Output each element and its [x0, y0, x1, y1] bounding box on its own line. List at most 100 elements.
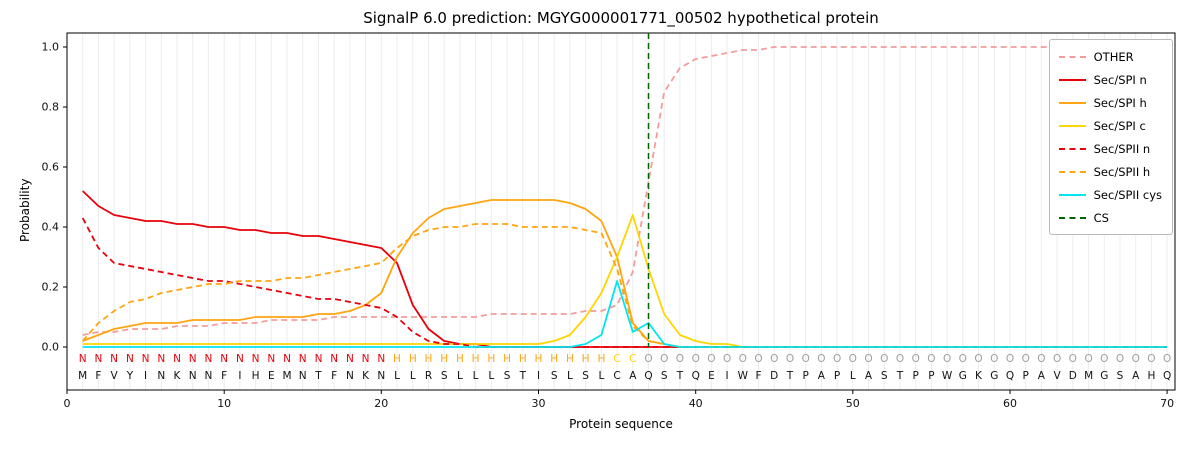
- legend-label: Sec/SPI n: [1093, 72, 1147, 87]
- residue-letter: T: [896, 370, 904, 382]
- residue-letter: F: [331, 370, 337, 382]
- residue-letter: L: [598, 370, 604, 382]
- region-label: O: [1147, 353, 1155, 365]
- legend-label: Sec/SPII h: [1093, 164, 1151, 179]
- legend-item-sec-spii-h: Sec/SPII h: [1058, 160, 1162, 183]
- residue-letter: F: [755, 370, 761, 382]
- residue-letter: D: [770, 370, 778, 382]
- y-tick-label: 1.0: [42, 41, 60, 54]
- y-tick-label: 0.4: [42, 221, 60, 234]
- region-label: N: [236, 353, 244, 365]
- legend-label: Sec/SPII cys: [1093, 187, 1162, 202]
- region-label: H: [503, 353, 511, 365]
- residue-letter: L: [850, 370, 856, 382]
- x-tick-label: 10: [217, 397, 231, 410]
- region-label: O: [1022, 353, 1030, 365]
- legend-label: Sec/SPI h: [1093, 95, 1147, 110]
- region-label: H: [519, 353, 527, 365]
- residue-letter: A: [1038, 370, 1046, 382]
- legend-swatch-cs-line: [1058, 216, 1086, 219]
- residue-letter: T: [786, 370, 794, 382]
- residue-letter: S: [881, 370, 888, 382]
- residue-letter: A: [1132, 370, 1140, 382]
- region-label: H: [597, 353, 605, 365]
- residue-letter: H: [1147, 370, 1155, 382]
- region-label: N: [315, 353, 323, 365]
- region-label: O: [864, 353, 872, 365]
- region-label: O: [833, 353, 841, 365]
- legend-swatch-sec-spi-n-line: [1058, 78, 1086, 81]
- region-label: O: [802, 353, 810, 365]
- region-label: N: [377, 353, 385, 365]
- residue-letter: P: [834, 370, 840, 382]
- region-label: O: [943, 353, 951, 365]
- residue-letter: K: [362, 370, 370, 382]
- region-label: O: [660, 353, 668, 365]
- legend-swatch-sec-spii-h-line: [1058, 170, 1086, 173]
- region-label: N: [299, 353, 307, 365]
- y-tick-label: 0.6: [42, 161, 60, 174]
- residue-letter: L: [410, 370, 416, 382]
- region-label: O: [912, 353, 920, 365]
- region-label: N: [157, 353, 165, 365]
- plot-border: [66, 32, 1176, 391]
- region-label: O: [707, 353, 715, 365]
- legend-swatch-other-line: [1058, 55, 1086, 58]
- residue-letter: P: [803, 370, 809, 382]
- region-label: H: [550, 353, 558, 365]
- region-label: H: [393, 353, 401, 365]
- legend-item-sec-spii-n: Sec/SPII n: [1058, 137, 1162, 160]
- residue-letter: A: [629, 370, 637, 382]
- series-sec-spii-h: [82, 223, 1168, 348]
- residue-letter: G: [990, 370, 998, 382]
- region-label: O: [959, 353, 967, 365]
- region-label: N: [204, 353, 212, 365]
- residue-letter: M: [1084, 370, 1093, 382]
- residue-letter: H: [252, 370, 260, 382]
- region-label: H: [566, 353, 574, 365]
- residue-letter: T: [314, 370, 322, 382]
- region-label: O: [974, 353, 982, 365]
- residue-letter: P: [1023, 370, 1029, 382]
- residue-letter: Q: [644, 370, 652, 382]
- residue-letter: D: [1069, 370, 1077, 382]
- residue-letter: K: [975, 370, 983, 382]
- residue-letter: L: [473, 370, 479, 382]
- x-tick-label: 60: [1003, 397, 1017, 410]
- legend-label: CS: [1093, 210, 1109, 225]
- residue-letter: L: [567, 370, 573, 382]
- region-label: O: [817, 353, 825, 365]
- region-label: O: [1069, 353, 1077, 365]
- region-label: H: [425, 353, 433, 365]
- region-label: H: [440, 353, 448, 365]
- region-label: N: [142, 353, 150, 365]
- residue-letter: W: [738, 370, 749, 382]
- legend-swatch-sec-spii-n-line: [1058, 147, 1086, 150]
- gridlines: [82, 33, 1168, 390]
- residue-letter: S: [1117, 370, 1124, 382]
- residue-letter: N: [204, 370, 212, 382]
- legend-item-sec-spi-h: Sec/SPI h: [1058, 91, 1162, 114]
- x-tick-label: 50: [846, 397, 860, 410]
- residue-letter: A: [865, 370, 873, 382]
- residue-letter: I: [726, 370, 729, 382]
- series-sec-spi-h: [82, 199, 1168, 348]
- residue-letter: P: [928, 370, 934, 382]
- region-label: O: [1116, 353, 1124, 365]
- legend-label: OTHER: [1093, 49, 1134, 64]
- residue-letter: S: [504, 370, 511, 382]
- residue-letter: S: [582, 370, 589, 382]
- region-label: H: [487, 353, 495, 365]
- legend-item-sec-spi-n: Sec/SPI n: [1058, 68, 1162, 91]
- legend-item-sec-spii-cys: Sec/SPII cys: [1058, 183, 1162, 206]
- residue-letter: Q: [1163, 370, 1171, 382]
- residue-letter: V: [1054, 370, 1062, 382]
- region-label: C: [629, 353, 636, 365]
- region-label: O: [849, 353, 857, 365]
- region-label: C: [613, 353, 620, 365]
- residue-letter: N: [299, 370, 307, 382]
- residue-letter: L: [488, 370, 494, 382]
- region-label: N: [220, 353, 228, 365]
